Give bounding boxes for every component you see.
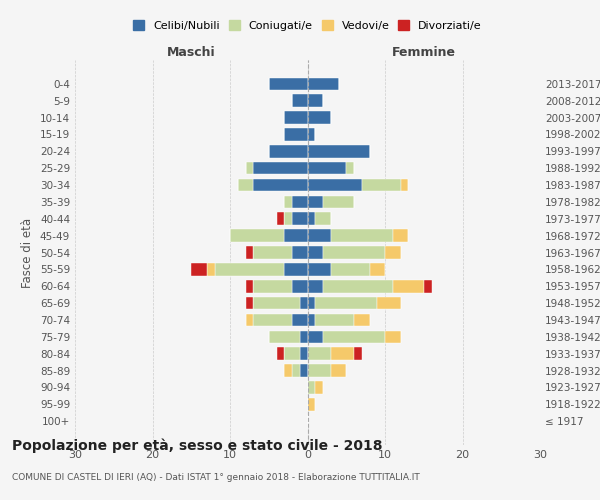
Bar [284,111,308,124]
Bar [323,246,385,259]
Bar [245,314,253,326]
Bar [370,263,385,276]
Y-axis label: Fasce di età: Fasce di età [22,218,34,288]
Bar [292,196,308,208]
Bar [354,348,362,360]
Bar [269,330,300,343]
Bar [284,128,308,141]
Bar [253,297,300,310]
Text: COMUNE DI CASTEL DI IERI (AQ) - Dati ISTAT 1° gennaio 2018 - Elaborazione TUTTIT: COMUNE DI CASTEL DI IERI (AQ) - Dati IST… [12,473,420,482]
Bar [253,246,292,259]
Bar [401,178,408,192]
Bar [331,364,346,377]
Bar [300,297,308,310]
Bar [308,381,315,394]
Legend: Celibi/Nubili, Coniugati/e, Vedovi/e, Divorziati/e: Celibi/Nubili, Coniugati/e, Vedovi/e, Di… [128,16,487,35]
Bar [207,263,215,276]
Bar [331,263,370,276]
Bar [308,330,323,343]
Bar [315,381,323,394]
Bar [308,145,370,158]
Bar [292,212,308,225]
Bar [292,364,300,377]
Bar [308,196,323,208]
Bar [308,280,323,292]
Bar [238,178,253,192]
Bar [308,314,315,326]
Bar [253,178,308,192]
Bar [191,263,207,276]
Bar [331,348,354,360]
Bar [393,280,424,292]
Bar [300,364,308,377]
Bar [300,330,308,343]
Bar [308,246,323,259]
Bar [308,263,331,276]
Bar [277,348,284,360]
Bar [308,364,331,377]
Bar [393,230,408,242]
Bar [284,212,292,225]
Bar [323,196,354,208]
Bar [385,246,401,259]
Bar [354,314,370,326]
Text: Femmine: Femmine [392,46,456,59]
Bar [292,280,308,292]
Bar [245,297,253,310]
Bar [277,212,284,225]
Bar [308,128,315,141]
Bar [300,348,308,360]
Bar [284,348,300,360]
Bar [362,178,401,192]
Bar [308,162,346,174]
Bar [245,162,253,174]
Bar [385,330,401,343]
Bar [315,314,354,326]
Bar [308,230,331,242]
Bar [292,246,308,259]
Bar [308,111,331,124]
Bar [315,297,377,310]
Text: Popolazione per età, sesso e stato civile - 2018: Popolazione per età, sesso e stato civil… [12,438,383,453]
Bar [308,178,362,192]
Bar [253,314,292,326]
Bar [308,297,315,310]
Bar [308,78,338,90]
Bar [253,280,292,292]
Bar [245,246,253,259]
Bar [308,94,323,107]
Bar [308,212,315,225]
Bar [230,230,284,242]
Bar [269,145,308,158]
Bar [245,280,253,292]
Bar [323,330,385,343]
Bar [253,162,308,174]
Text: Maschi: Maschi [167,46,215,59]
Bar [315,212,331,225]
Bar [377,297,401,310]
Bar [215,263,284,276]
Bar [284,263,308,276]
Bar [269,78,308,90]
Bar [292,314,308,326]
Bar [284,196,292,208]
Bar [284,230,308,242]
Bar [424,280,431,292]
Bar [308,398,315,410]
Bar [331,230,393,242]
Bar [323,280,393,292]
Bar [308,348,331,360]
Bar [284,364,292,377]
Bar [346,162,354,174]
Bar [292,94,308,107]
